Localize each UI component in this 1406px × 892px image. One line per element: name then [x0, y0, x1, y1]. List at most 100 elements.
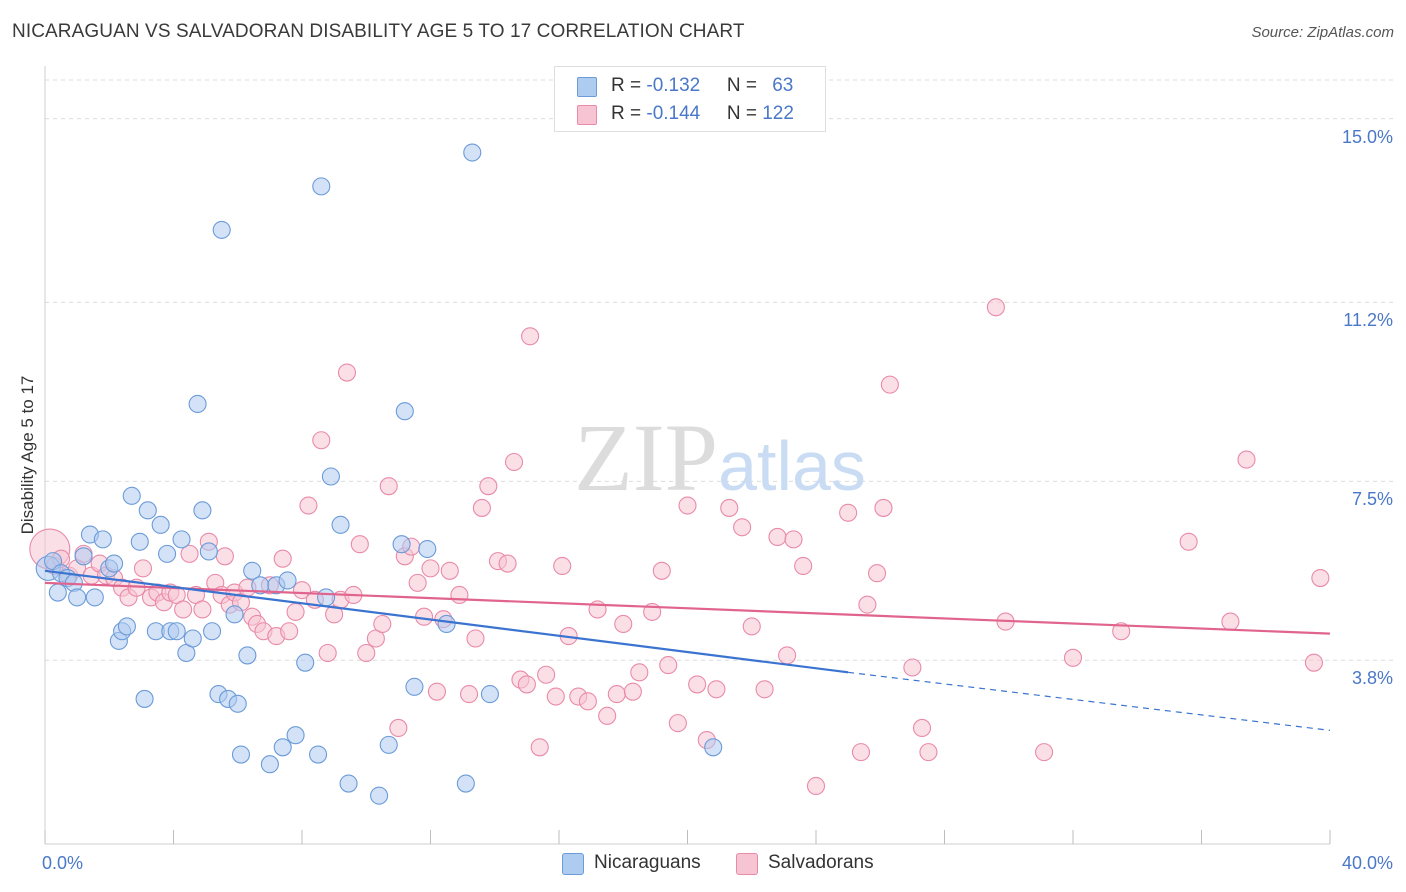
- source-label: Source: ZipAtlas.com: [1251, 24, 1394, 41]
- salvadoran-point: [389, 718, 408, 737]
- salvadoran-point: [851, 743, 871, 762]
- nicaraguan-point: [260, 755, 279, 774]
- salvadoran-point: [133, 559, 153, 578]
- salvadoran-point: [450, 585, 469, 605]
- nicaraguan-point: [278, 571, 297, 590]
- salvadoran-point: [517, 675, 536, 694]
- salvadoran-point: [784, 530, 803, 549]
- salvadoran-point: [1035, 743, 1054, 762]
- nicaraguans-points: [35, 143, 723, 805]
- salvadoran-point: [357, 643, 376, 663]
- salvadoran-point: [286, 602, 305, 621]
- nicaraguan-point: [193, 501, 212, 520]
- salvadoran-point: [1311, 569, 1330, 588]
- n-label: N =: [726, 103, 763, 124]
- nicaraguan-point: [68, 588, 87, 607]
- n-label: N =: [726, 75, 763, 96]
- axes: [44, 66, 1331, 845]
- salvadoran-point: [292, 581, 312, 600]
- salvadoran-point: [578, 692, 597, 711]
- n-value: 63: [772, 75, 794, 96]
- salvadoran-point: [778, 646, 797, 665]
- nicaraguan-point: [138, 501, 157, 520]
- salvadoran-point: [598, 706, 617, 725]
- salvadorans-swatch: [736, 853, 758, 875]
- salvadoran-point: [919, 743, 938, 762]
- salvadoran-point: [280, 622, 299, 641]
- n-value: 122: [762, 103, 794, 124]
- watermark: ZIPatlas: [574, 404, 866, 511]
- nicaraguan-point: [405, 677, 424, 696]
- nicaraguan-point: [296, 653, 315, 672]
- nicaraguan-point: [309, 745, 328, 764]
- salvadoran-point: [1221, 612, 1240, 631]
- nicaraguan-point: [273, 738, 292, 757]
- salvadoran-point: [1237, 450, 1256, 469]
- nicaraguan-point: [48, 583, 67, 602]
- salvadoran-point: [530, 738, 549, 757]
- salvadoran-point: [180, 544, 199, 563]
- nicaraguan-point: [122, 486, 141, 505]
- salvadoran-point: [733, 518, 752, 537]
- nicaraguan-point: [379, 735, 398, 754]
- nicaraguan-point: [339, 774, 358, 793]
- salvadorans-trend-line: [44, 581, 1331, 635]
- salvadoran-point: [755, 680, 774, 699]
- salvadoran-point: [521, 327, 540, 346]
- nicaraguan-point: [105, 554, 124, 573]
- salvadoran-point: [1112, 622, 1131, 641]
- salvadoran-point: [912, 718, 932, 737]
- nicaraguan-point: [317, 588, 336, 607]
- salvadoran-point: [1304, 653, 1323, 672]
- r-label: R =: [611, 75, 647, 96]
- salvadoran-point: [630, 663, 649, 682]
- salvadoran-point: [707, 680, 726, 699]
- salvadoran-point: [623, 682, 642, 701]
- x-tick-label-min: 0.0%: [42, 853, 84, 873]
- nicaraguan-point: [704, 738, 723, 757]
- watermark-zip: ZIP: [574, 404, 718, 511]
- nicaraguan-point: [370, 786, 389, 805]
- x-tick-label-max: 40.0%: [1341, 853, 1393, 873]
- series-legend: Nicaraguans Salvadorans: [0, 852, 1406, 876]
- salvadoran-point: [459, 685, 479, 704]
- legend-label: Salvadorans: [768, 852, 874, 873]
- salvadoran-point: [720, 498, 739, 517]
- salvadoran-point: [652, 561, 671, 580]
- salvadoran-point: [1179, 532, 1198, 551]
- salvadoran-point: [742, 617, 761, 636]
- nicaraguan-point: [228, 694, 247, 713]
- nicaraguan-point: [117, 617, 136, 636]
- nicaraguan-point: [312, 177, 331, 196]
- nicaraguan-point: [392, 535, 411, 554]
- salvadoran-point: [874, 498, 893, 517]
- salvadoran-point: [408, 573, 427, 592]
- salvadoran-point: [421, 559, 440, 578]
- chart-title: NICARAGUAN VS SALVADORAN DISABILITY AGE …: [12, 21, 745, 42]
- nicaraguans-trend-line: [44, 569, 849, 674]
- nicaraguan-point: [437, 614, 456, 634]
- nicaraguan-point: [225, 605, 244, 624]
- y-tick-label: 11.2%: [1343, 310, 1393, 331]
- nicaraguan-point: [130, 532, 149, 551]
- y-tick-label: 7.5%: [1351, 489, 1393, 510]
- r-value: -0.132: [646, 75, 701, 96]
- salvadoran-point: [498, 554, 517, 573]
- salvadoran-point: [479, 477, 498, 496]
- salvadoran-point: [607, 685, 626, 704]
- nicaraguans-trend-extension: [848, 671, 1331, 731]
- salvadoran-point: [678, 496, 697, 515]
- nicaraguan-point: [463, 143, 482, 162]
- salvadorans-swatch: [577, 105, 597, 125]
- salvadoran-point: [546, 687, 565, 706]
- r-value: -0.144: [646, 103, 701, 124]
- salvadoran-point: [193, 600, 212, 619]
- nicaraguans-swatch: [577, 77, 597, 97]
- salvadoran-point: [174, 600, 193, 619]
- salvadoran-point: [337, 363, 357, 382]
- salvadoran-point: [537, 665, 556, 684]
- nicaraguan-point: [199, 542, 218, 561]
- y-tick-label: 15.0%: [1341, 126, 1393, 147]
- salvadoran-point: [1063, 648, 1083, 667]
